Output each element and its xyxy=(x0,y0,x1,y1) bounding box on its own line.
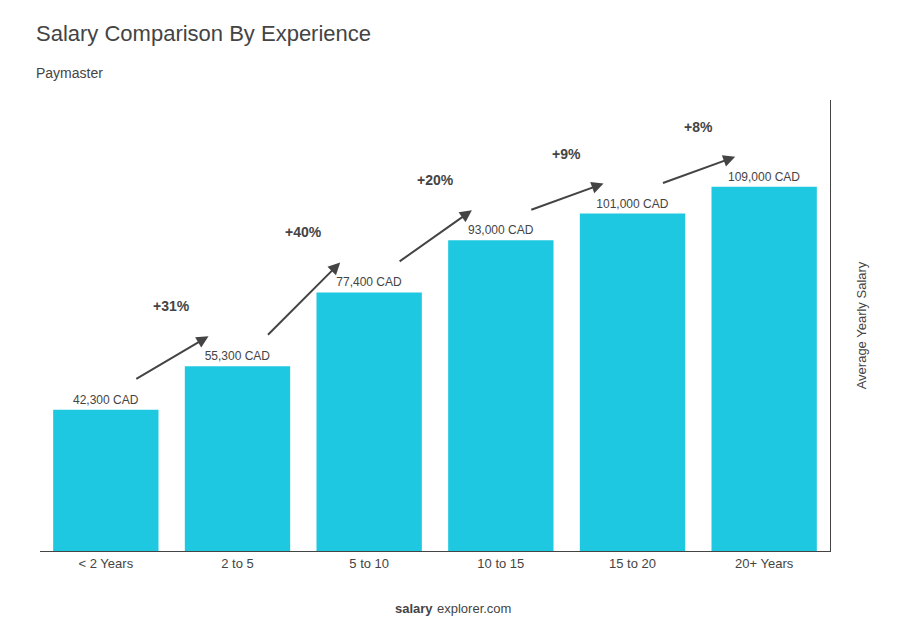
svg-text:+20%: +20% xyxy=(417,172,454,188)
svg-text:42,300 CAD: 42,300 CAD xyxy=(73,393,139,407)
svg-text:salary: salary xyxy=(395,601,433,616)
svg-text:+31%: +31% xyxy=(153,298,190,314)
svg-text:55,300 CAD: 55,300 CAD xyxy=(205,349,271,363)
svg-text:+9%: +9% xyxy=(552,146,581,162)
svg-text:< 2 Years: < 2 Years xyxy=(79,556,134,571)
svg-text:10 to 15: 10 to 15 xyxy=(477,556,524,571)
svg-text:101,000 CAD: 101,000 CAD xyxy=(596,197,668,211)
svg-text:5 to 10: 5 to 10 xyxy=(349,556,389,571)
svg-text:+40%: +40% xyxy=(285,224,322,240)
svg-text:Average Yearly Salary: Average Yearly Salary xyxy=(854,261,869,389)
svg-text:93,000 CAD: 93,000 CAD xyxy=(468,223,534,237)
svg-text:77,400 CAD: 77,400 CAD xyxy=(336,275,402,289)
svg-text:Paymaster: Paymaster xyxy=(36,65,103,81)
svg-text:explorer.com: explorer.com xyxy=(437,601,511,616)
svg-text:2 to 5: 2 to 5 xyxy=(221,556,254,571)
svg-text:Salary Comparison By Experienc: Salary Comparison By Experience xyxy=(36,21,371,46)
svg-text:20+ Years: 20+ Years xyxy=(735,556,794,571)
svg-text:109,000 CAD: 109,000 CAD xyxy=(728,170,800,184)
svg-text:+8%: +8% xyxy=(684,119,713,135)
svg-text:15 to 20: 15 to 20 xyxy=(609,556,656,571)
